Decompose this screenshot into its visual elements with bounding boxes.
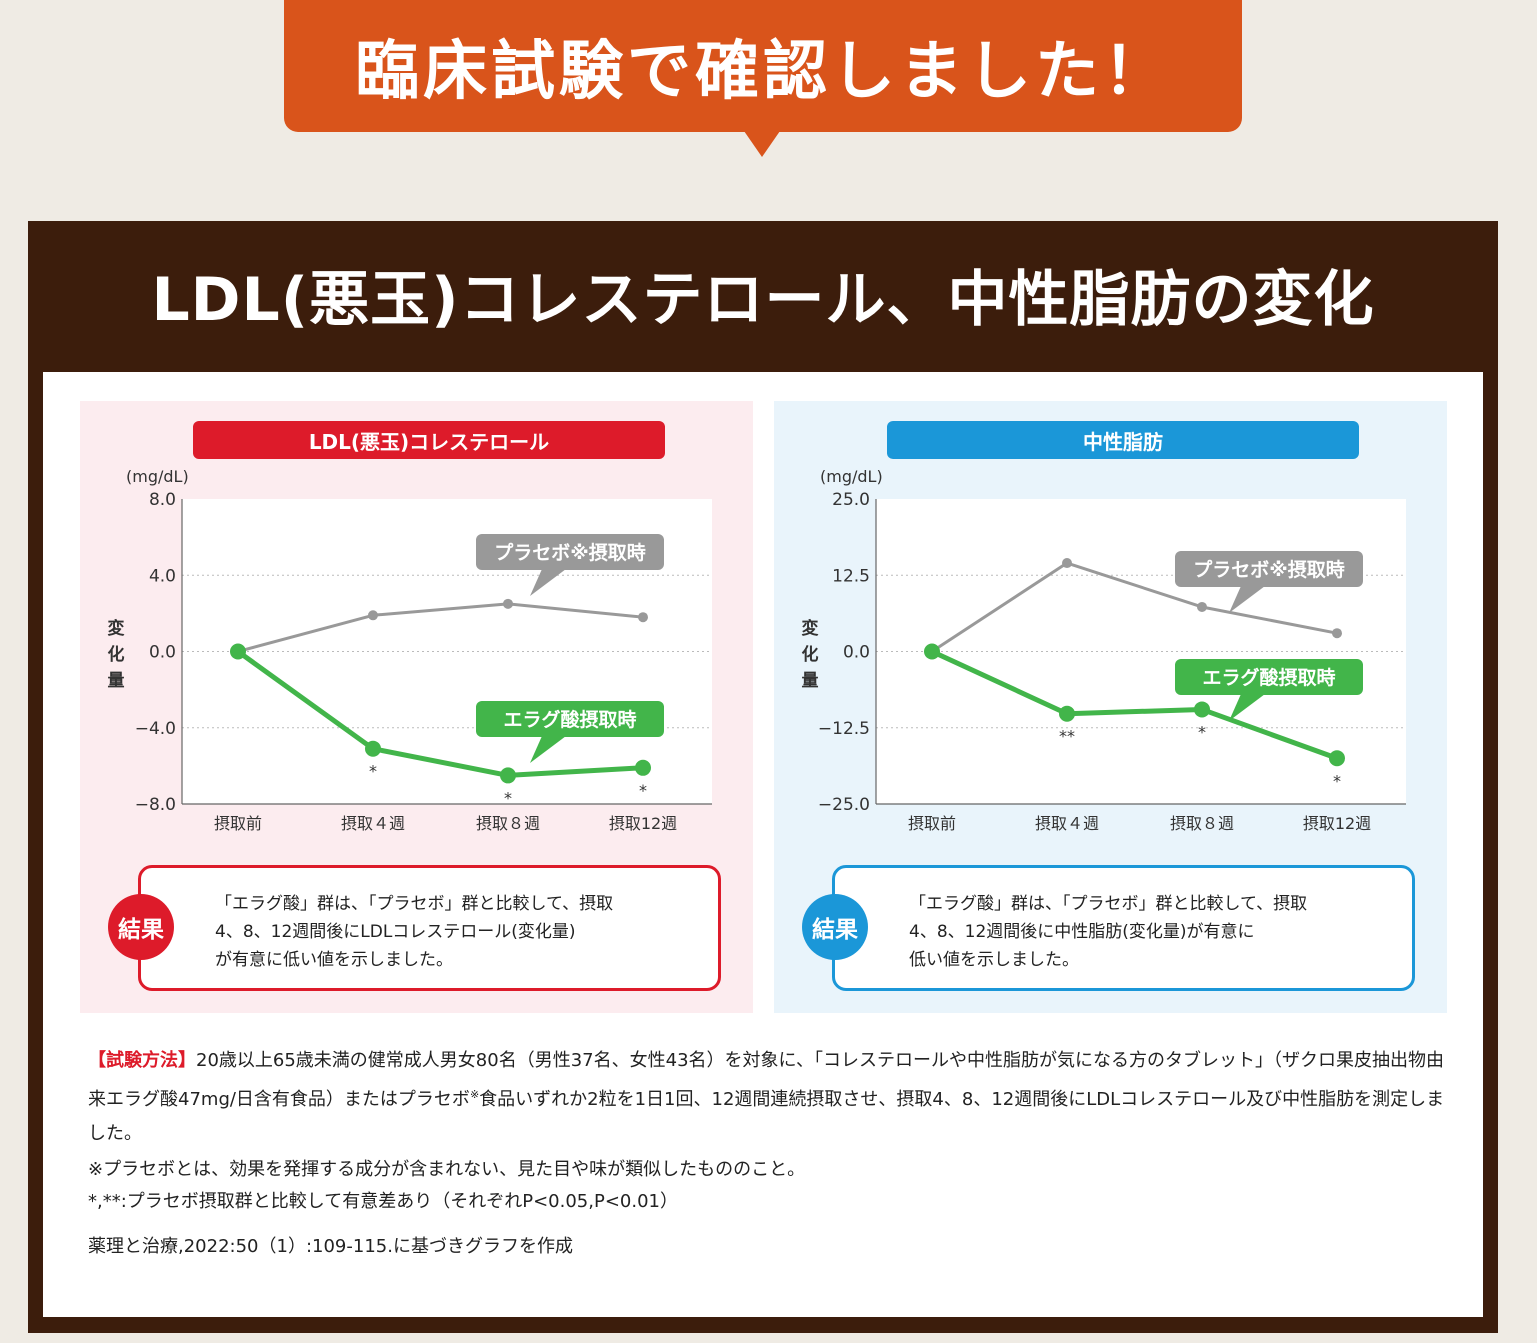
- significance-mark: *: [504, 788, 512, 807]
- ellagic-series-line: [930, 649, 1338, 761]
- ellagic-point: [365, 740, 381, 757]
- y-axis-label-char: 変: [108, 618, 125, 639]
- placebo-point: [1332, 628, 1342, 639]
- test-method: 【試験方法】20歳以上65歳未満の健常成人男女80名（男性37名、女性43名）を…: [88, 1044, 1458, 1151]
- x-tick-label: 摂取８週: [1170, 814, 1234, 833]
- source-citation: 薬理と治療,2022:50（1）:109-115.に基づきグラフを作成: [88, 1236, 573, 1257]
- ellagic-legend-label: エラグ酸摂取時: [1202, 666, 1335, 689]
- y-unit: (mg/dL): [820, 467, 883, 486]
- y-tick-label: 12.5: [832, 566, 870, 586]
- significance-mark: *: [1198, 722, 1206, 741]
- ldl-result-box: 結果 「エラグ酸」群は、「プラセボ」群と比較して、摂取 4、8、12週間後にLD…: [108, 865, 721, 991]
- ldl-chart-title: LDL(悪玉)コレステロール: [193, 421, 665, 459]
- ellagic-legend-label-bg: [1175, 659, 1363, 695]
- placebo-series-line: [237, 602, 644, 653]
- banner-pointer: [744, 131, 780, 157]
- ellagic-point: [500, 767, 516, 784]
- tg-panel: 中性脂肪 25.0 12.5 0.0 −12.5 −25.0 (mg/dL) 変化量摂取前 摂…: [774, 401, 1447, 1013]
- section-title: LDL(悪玉)コレステロール、中性脂肪の変化: [151, 265, 1375, 335]
- significance-mark: *: [639, 781, 647, 800]
- x-tick-label: 摂取12週: [1303, 814, 1371, 833]
- ellagic-point: [1059, 705, 1075, 722]
- placebo-point: [503, 598, 513, 609]
- placebo-legend-label-bg: [1175, 551, 1363, 587]
- headline-text: 臨床試験で確認しました！: [355, 35, 1171, 109]
- x-tick-label: 摂取４週: [1035, 814, 1099, 833]
- ldl-result-text: 「エラグ酸」群は、「プラセボ」群と比較して、摂取 4、8、12週間後にLDLコレ…: [215, 894, 614, 970]
- tg-result-box: 結果 「エラグ酸」群は、「プラセボ」群と比較して、摂取 4、8、12週間後に中性…: [802, 865, 1415, 991]
- ldl-result-badge: 結果: [108, 894, 174, 960]
- content-card: LDL(悪玉)コレステロール 8.0 4.0 0.0 −4.0 −8.0 (mg/dL) 変…: [43, 372, 1483, 1317]
- y-axis-label-char: 量: [802, 670, 819, 691]
- ellagic-point: [1329, 750, 1345, 767]
- ellagic-legend-label-bg: [476, 701, 664, 737]
- ellagic-point: [230, 643, 246, 660]
- placebo-legend-label: プラセボ※摂取時: [494, 541, 645, 564]
- footnotes: ※プラセボとは、効果を発揮する成分が含まれない、見た目や味が類似したもののこと。…: [88, 1154, 1458, 1218]
- headline-banner: 臨床試験で確認しました！: [284, 0, 1242, 132]
- y-axis-label-char: 化: [108, 644, 125, 665]
- y-axis-label-char: 変: [802, 618, 819, 639]
- x-tick-label: 摂取４週: [341, 814, 405, 833]
- ellagic-point: [635, 759, 651, 776]
- placebo-legend-label-bg: [476, 534, 664, 570]
- y-axis-label-char: 量: [108, 670, 125, 691]
- y-unit: (mg/dL): [126, 467, 189, 486]
- ellagic-legend-label: エラグ酸摂取時: [503, 708, 636, 731]
- y-tick-label: −12.5: [818, 719, 870, 739]
- ellagic-point: [1194, 701, 1210, 718]
- x-tick-label: 摂取前: [214, 814, 262, 833]
- significance-note: *,**:プラセボ摂取群と比較して有意差あり（それぞれP<0.05,P<0.01…: [88, 1191, 678, 1212]
- placebo-legend-label-tail: [530, 569, 566, 596]
- test-method-note-mark: ※: [469, 1088, 480, 1101]
- placebo-legend-label-tail: [1229, 586, 1265, 613]
- test-method-text-1: 20歳以上65歳未満の健常成人男女80名（男性37名、女性43名）を対象に、「コ…: [88, 1050, 1444, 1110]
- ellagic-legend-label-tail: [1229, 694, 1265, 721]
- placebo-legend-label: プラセボ※摂取時: [1193, 558, 1344, 581]
- significance-mark: *: [1333, 771, 1341, 790]
- placebo-note: ※プラセボとは、効果を発揮する成分が含まれない、見た目や味が類似したもののこと。: [88, 1159, 806, 1180]
- x-tick-label: 摂取８週: [476, 814, 540, 833]
- y-tick-label: 0.0: [149, 643, 176, 663]
- placebo-point: [1062, 558, 1072, 569]
- significance-mark: **: [1059, 727, 1075, 746]
- significance-mark: *: [369, 762, 377, 781]
- y-tick-label: 8.0: [149, 490, 176, 510]
- x-tick-label: 摂取前: [908, 814, 956, 833]
- tg-result-badge: 結果: [802, 894, 868, 960]
- content-frame: LDL(悪玉)コレステロール、中性脂肪の変化 LDL(悪玉)コレステロール 8.…: [28, 221, 1498, 1333]
- ellagic-series-line: [236, 649, 644, 778]
- placebo-point: [638, 612, 648, 623]
- tg-result-text: 「エラグ酸」群は、「プラセボ」群と比較して、摂取 4、8、12週間後に中性脂肪(…: [909, 894, 1308, 970]
- y-tick-label: 0.0: [843, 643, 870, 663]
- y-tick-label: −8.0: [135, 795, 176, 815]
- y-axis-label-char: 化: [802, 644, 819, 665]
- y-tick-label: 25.0: [832, 490, 870, 510]
- test-method-text-2: 食品いずれか2粒を1日1回、12週間連続摂取させ、摂取4、8、12週間後にLDL…: [88, 1089, 1445, 1144]
- placebo-point: [1197, 601, 1207, 612]
- tg-chart-title: 中性脂肪: [887, 421, 1359, 459]
- x-tick-label: 摂取12週: [609, 814, 677, 833]
- y-tick-label: 4.0: [149, 566, 176, 586]
- y-tick-label: −4.0: [135, 719, 176, 739]
- ellagic-point: [924, 643, 940, 660]
- ldl-panel: LDL(悪玉)コレステロール 8.0 4.0 0.0 −4.0 −8.0 (mg/dL) 変…: [80, 401, 753, 1013]
- y-tick-label: −25.0: [818, 795, 870, 815]
- ellagic-legend-label-tail: [530, 736, 566, 763]
- test-method-label: 【試験方法】: [88, 1050, 196, 1071]
- placebo-series-line: [931, 561, 1338, 653]
- placebo-point: [368, 610, 378, 621]
